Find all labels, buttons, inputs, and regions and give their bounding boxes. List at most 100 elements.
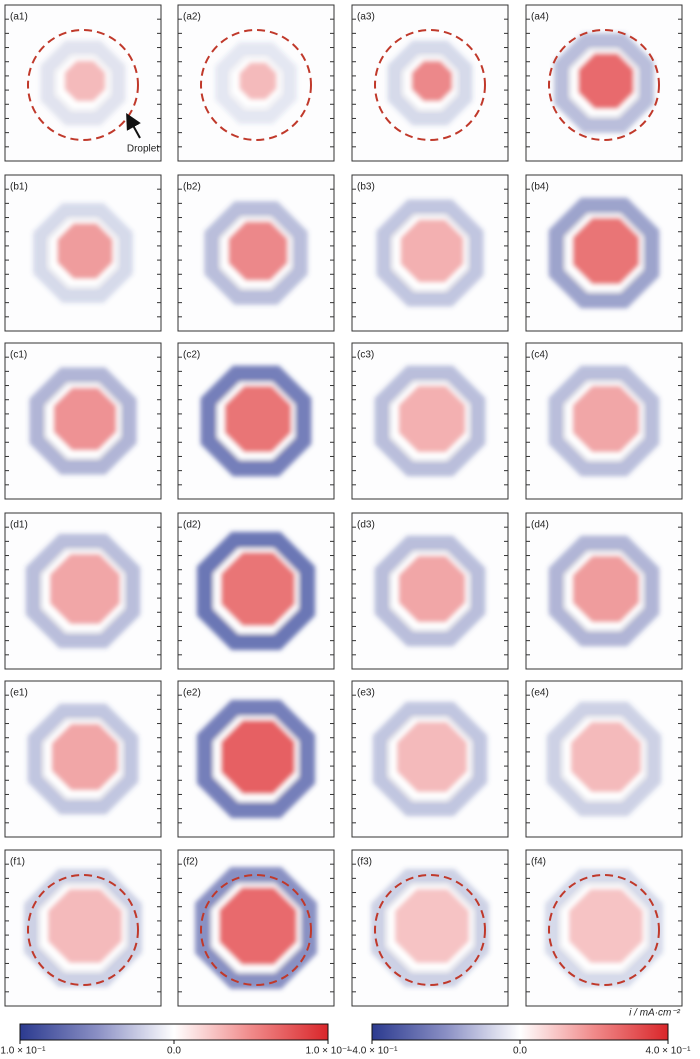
anodic-core (48, 889, 122, 963)
panel-label: (e4) (531, 688, 549, 699)
anodic-core (51, 723, 119, 791)
panel: (a3) (351, 4, 509, 162)
panel-label: (f1) (10, 857, 25, 868)
panel-label: (c2) (183, 350, 200, 361)
anodic-core (224, 385, 292, 453)
anodic-core (572, 217, 640, 285)
current-map (546, 701, 662, 817)
panel: (d4) (525, 512, 683, 670)
colorbar-tick-label: 1.0 × 10⁻¹ (305, 1046, 351, 1057)
panel: (b3) (351, 174, 509, 332)
colorbar-tick-label: 0.0 (513, 1046, 527, 1057)
panel: (d3) (351, 512, 509, 670)
anodic-core (57, 223, 113, 279)
panel-label: (e3) (357, 688, 375, 699)
current-map (376, 199, 484, 307)
current-map (25, 533, 141, 649)
panel: (f3) (351, 849, 509, 1007)
panel: (b1) (4, 174, 162, 332)
panel-label: (a3) (357, 12, 375, 23)
panel-label: (b2) (183, 182, 201, 193)
anodic-core (411, 60, 453, 102)
droplet-outline (200, 874, 312, 986)
panel: (b2) (177, 174, 335, 332)
droplet-outline (548, 29, 660, 141)
current-map (548, 197, 660, 309)
panel-label: (e1) (10, 688, 28, 699)
panel: (c4) (525, 342, 683, 500)
panel: (e2) (177, 680, 335, 838)
colorbar-tick-label: −4.0 × 10⁻¹ (347, 1046, 399, 1057)
panel: (b4) (525, 174, 683, 332)
unit-label: i / mA·cm⁻² (629, 1008, 680, 1019)
panel-label: (b3) (357, 182, 375, 193)
annotation: Droplet (127, 144, 159, 155)
panel-label: (d3) (357, 520, 375, 531)
anodic-core (221, 552, 295, 626)
anodic-core (400, 219, 464, 283)
current-map (200, 365, 312, 477)
panel: (c2) (177, 342, 335, 500)
panel-label: (c1) (10, 350, 27, 361)
panel: (a1) (4, 4, 162, 162)
panel-label: (e2) (183, 688, 201, 699)
colorbar-tick-label: −1.0 × 10⁻¹ (0, 1046, 46, 1057)
panel: (c3) (351, 342, 509, 500)
panel: (c1) (4, 342, 162, 500)
colorbar-tick-label: 0.0 (167, 1046, 181, 1057)
anodic-core (572, 385, 640, 453)
panel: (f1) (4, 849, 162, 1007)
current-map (23, 868, 143, 988)
droplet-outline (374, 874, 486, 986)
panel: (a2) (177, 4, 335, 162)
panel: (e1) (4, 680, 162, 838)
anodic-core (221, 720, 295, 794)
panel-label: (d1) (10, 520, 28, 531)
droplet-outline (548, 874, 660, 986)
panel-label: (c4) (531, 350, 548, 361)
panel: (d1) (4, 512, 162, 670)
droplet-outline (27, 29, 139, 141)
panel-label: (a2) (183, 12, 201, 23)
current-map (374, 535, 486, 647)
droplet-outline (200, 29, 312, 141)
current-map (33, 203, 133, 303)
droplet-outline (374, 29, 486, 141)
anodic-core (228, 221, 288, 281)
current-map (548, 535, 660, 647)
panel: (e3) (351, 680, 509, 838)
panel-label: (d2) (183, 520, 201, 531)
current-map (548, 365, 660, 477)
anodic-core (398, 555, 466, 623)
anodic-core (396, 721, 468, 793)
anodic-core (572, 555, 640, 623)
annotation-arrow (126, 113, 141, 139)
current-map (29, 367, 137, 475)
anodic-core (569, 889, 643, 963)
current-map (195, 867, 317, 989)
panel: (f2) (177, 849, 335, 1007)
anodic-core (239, 62, 277, 100)
colorbar (371, 1023, 669, 1041)
anodic-core (570, 721, 642, 793)
current-map (215, 42, 297, 124)
colorbar-tick-label: 4.0 × 10⁻¹ (645, 1046, 691, 1057)
current-map (40, 40, 126, 126)
current-map (374, 365, 486, 477)
anodic-core (578, 53, 634, 109)
current-map (544, 868, 664, 988)
panel-label: (a4) (531, 12, 549, 23)
panel-label: (f2) (183, 857, 198, 868)
colorbar (19, 1023, 329, 1041)
panel-label: (d4) (531, 520, 549, 531)
current-map (370, 868, 490, 988)
anodic-core (64, 60, 106, 102)
current-map (196, 531, 316, 651)
panel-label: (c3) (357, 350, 374, 361)
panel: (a4) (525, 4, 683, 162)
anodic-core (398, 385, 466, 453)
current-map (387, 40, 473, 126)
current-map (196, 699, 316, 819)
panel-label: (f4) (531, 857, 546, 868)
